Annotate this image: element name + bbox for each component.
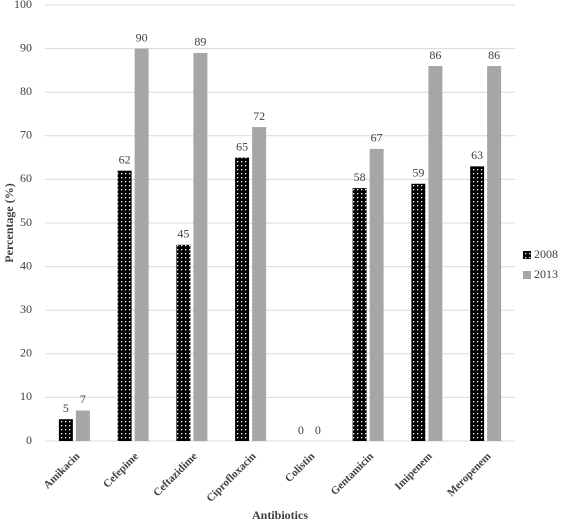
x-tick-label: Cefepime (101, 450, 141, 490)
x-tick-label: Ciprofloxacin (204, 450, 258, 504)
value-label: 67 (371, 131, 383, 145)
value-label: 86 (488, 48, 500, 62)
value-label: 0 (315, 423, 321, 437)
bar (252, 127, 267, 441)
bar (235, 157, 250, 441)
value-label: 72 (253, 109, 265, 123)
legend-label: 2008 (534, 247, 558, 261)
value-label: 7 (80, 392, 86, 406)
y-tick-label: 10 (20, 389, 32, 403)
bar (193, 52, 208, 442)
x-tick-label: Colistin (283, 450, 317, 484)
x-tick-label: Amikacin (41, 450, 82, 491)
value-label: 62 (119, 152, 131, 166)
bar (134, 48, 149, 441)
value-label: 58 (354, 170, 366, 184)
y-tick-label: 80 (20, 84, 32, 98)
value-label: 59 (412, 166, 424, 180)
x-tick-label: Ceftazidime (151, 450, 200, 499)
value-label: 86 (429, 48, 441, 62)
x-tick-label: Gentamicin (329, 450, 376, 497)
y-tick-label: 0 (26, 433, 32, 447)
bar (470, 166, 485, 441)
legend-swatch (523, 271, 531, 279)
x-tick-label: Meropenem (445, 450, 494, 499)
y-tick-label: 60 (20, 171, 32, 185)
value-label: 63 (471, 148, 483, 162)
y-tick-label: 20 (20, 346, 32, 360)
value-label: 5 (63, 401, 69, 415)
bar (117, 170, 132, 441)
y-axis-title: Percentage (%) (2, 183, 16, 262)
value-label: 45 (177, 227, 189, 241)
y-tick-label: 30 (20, 302, 32, 316)
y-tick-label: 90 (20, 40, 32, 54)
x-axis-title: Antibiotics (252, 508, 308, 522)
x-tick-label: Imipenem (393, 450, 435, 492)
bar (369, 148, 384, 441)
y-tick-label: 50 (20, 215, 32, 229)
legend-label: 2013 (534, 267, 558, 281)
bar (58, 419, 73, 441)
y-tick-label: 70 (20, 128, 32, 142)
bar (411, 183, 426, 441)
y-tick-label: 40 (20, 258, 32, 272)
bar (487, 66, 502, 441)
bar (352, 188, 367, 441)
bar (176, 244, 191, 441)
y-tick-label: 100 (14, 0, 32, 11)
legend-swatch (523, 251, 531, 259)
bar (75, 410, 90, 441)
value-label: 89 (194, 35, 206, 49)
bar (428, 66, 443, 441)
value-label: 90 (136, 30, 148, 44)
value-label: 0 (298, 423, 304, 437)
value-label: 65 (236, 139, 248, 153)
